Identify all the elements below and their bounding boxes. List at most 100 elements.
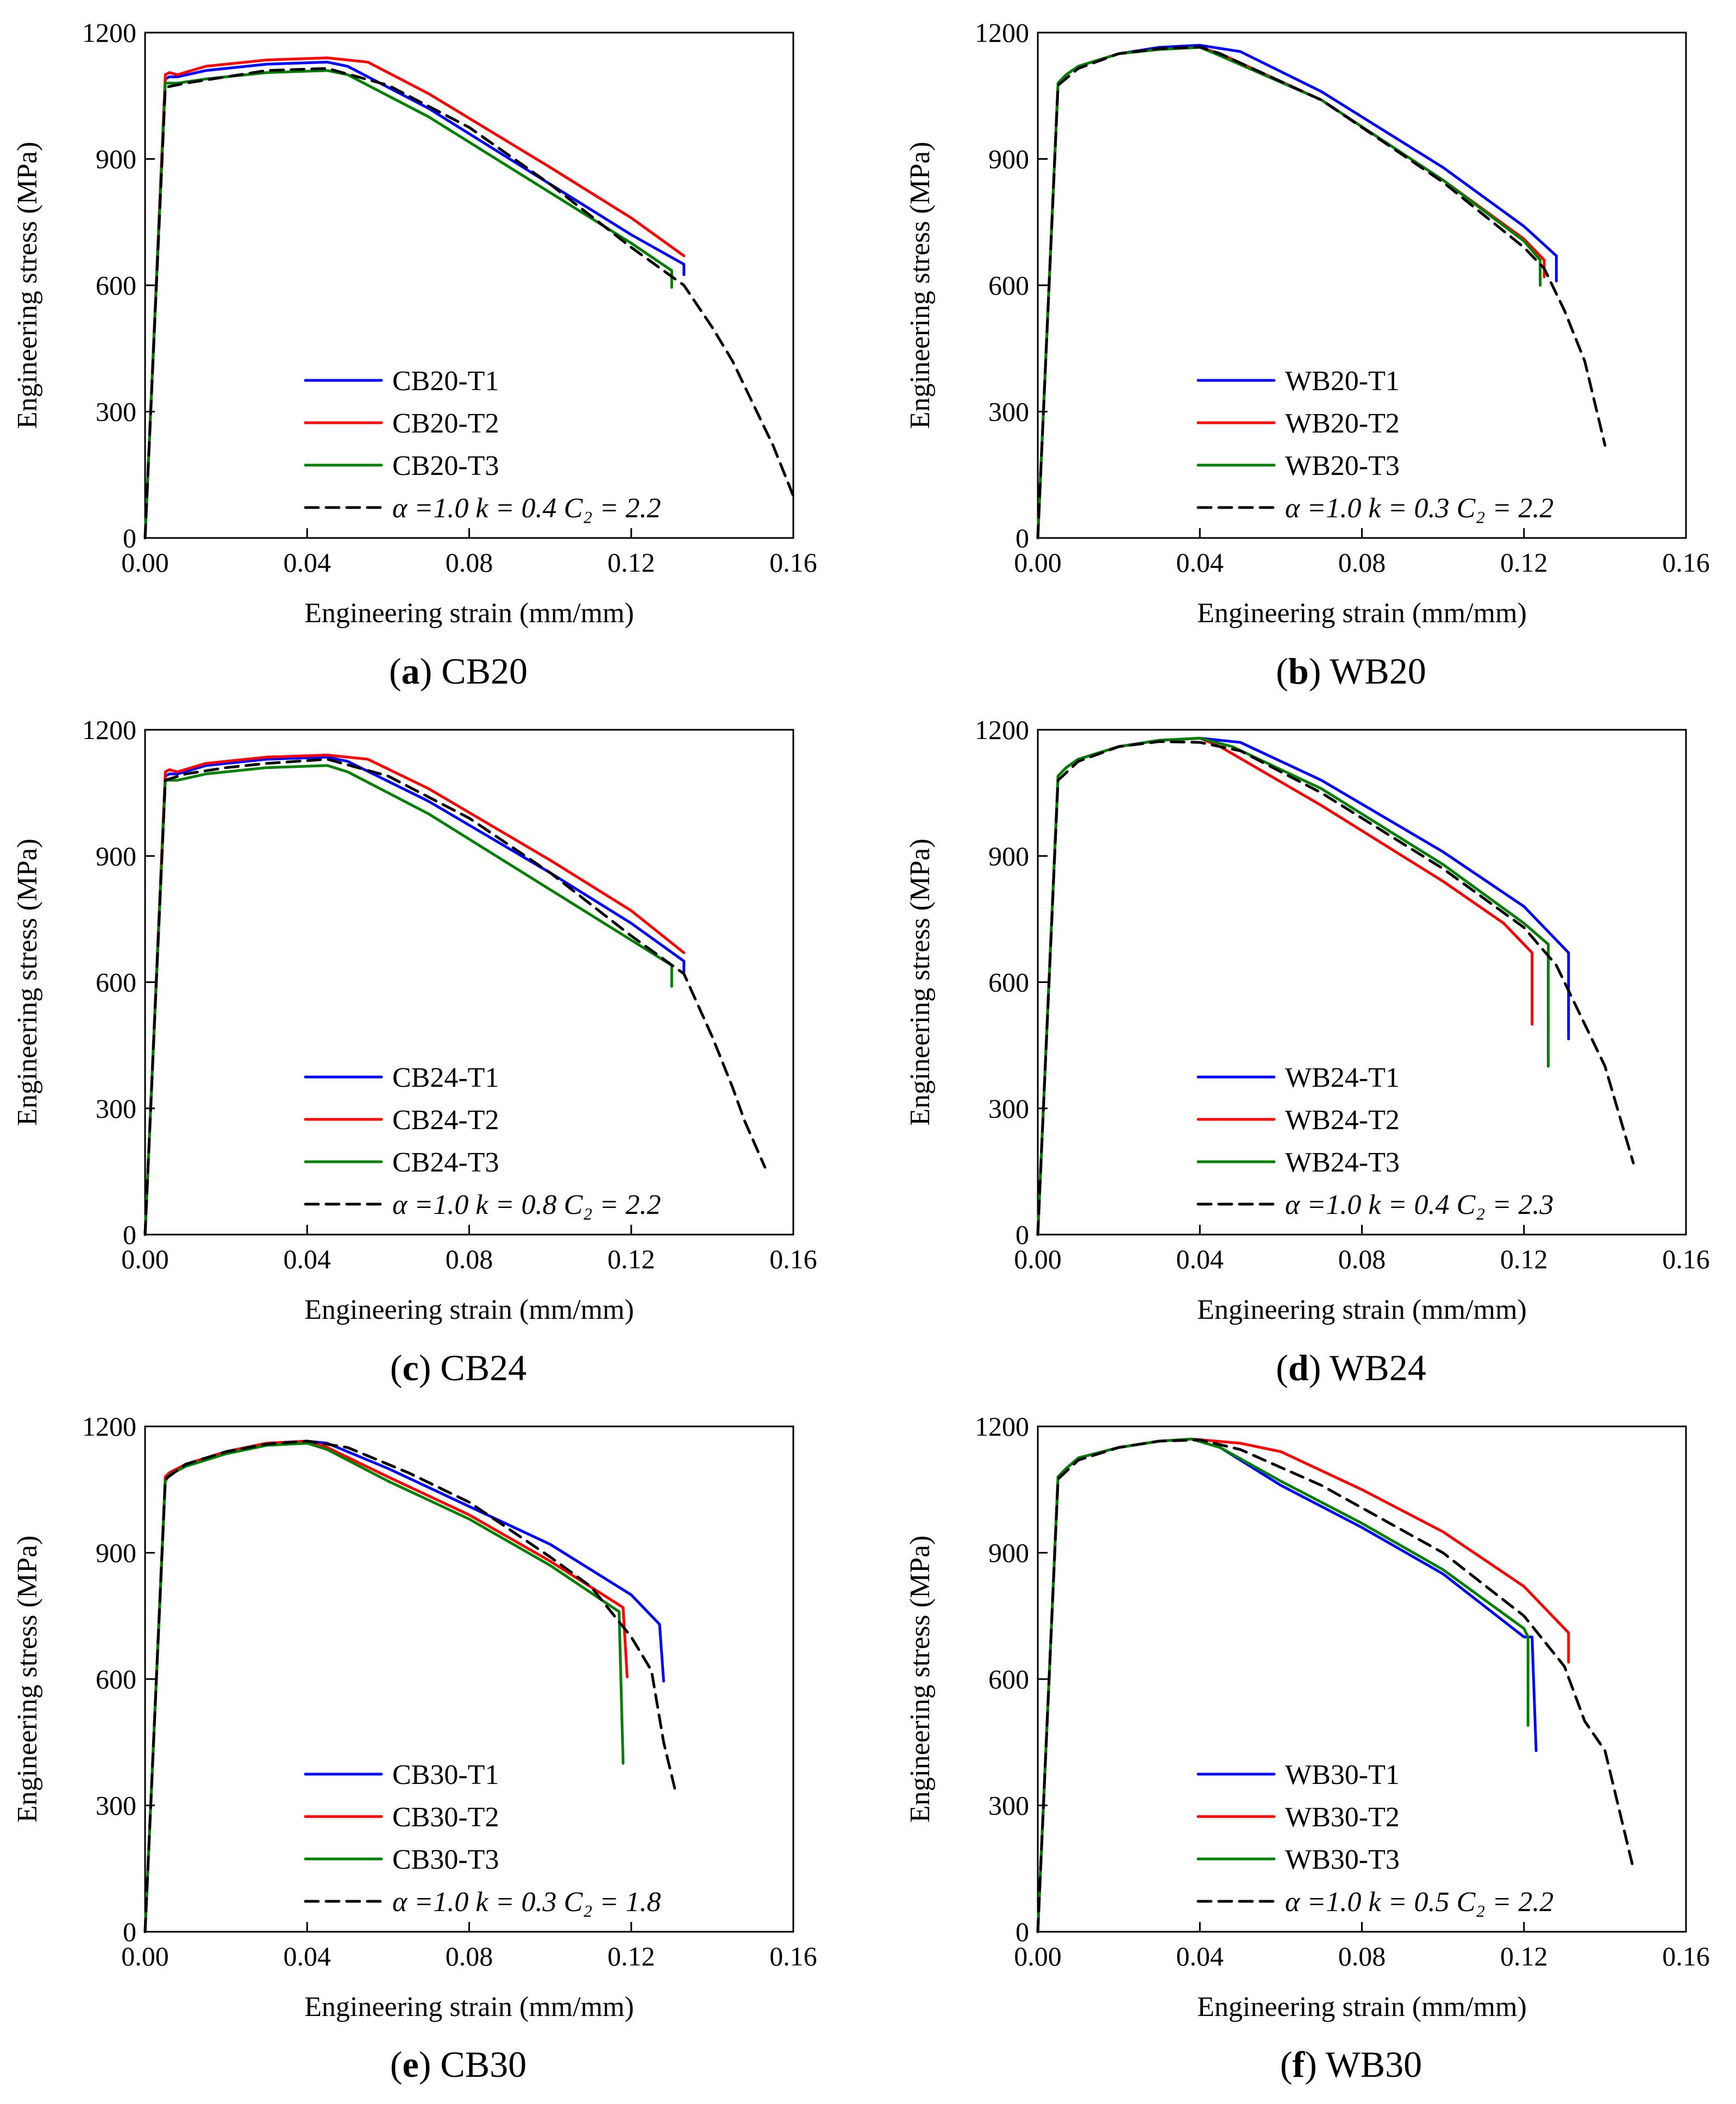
series-line-model xyxy=(143,1439,678,1933)
y-tick-label: 0 xyxy=(123,523,136,553)
caption-letter: c xyxy=(403,1347,419,1388)
legend-k: k = 0.5 xyxy=(1368,1887,1449,1918)
x-axis-title: Engineering strain (mm/mm) xyxy=(304,598,634,629)
x-tick-label: 0.00 xyxy=(1014,547,1062,578)
legend-c2: C₂ = 2.2 xyxy=(1457,493,1554,524)
series-line-model xyxy=(1036,45,1607,540)
y-tick-label: 1200 xyxy=(975,17,1029,48)
x-tick-label: 0.00 xyxy=(1014,1941,1062,1971)
y-tick-label: 0 xyxy=(123,1917,136,1947)
x-tick-label: 0.08 xyxy=(1338,1244,1386,1274)
legend-k: k = 0.3 xyxy=(1368,493,1449,524)
caption-name: WB24 xyxy=(1330,1347,1426,1388)
y-tick-label: 1200 xyxy=(82,1411,136,1442)
legend-model-label: α =1.0 k = 0.8 C₂ = 2.2 xyxy=(392,1189,661,1220)
series-line-model xyxy=(1036,1438,1635,1933)
y-tick-label: 600 xyxy=(988,270,1029,300)
legend-model-label: α =1.0 k = 0.4 C₂ = 2.3 xyxy=(1285,1189,1553,1220)
x-tick-label: 0.12 xyxy=(1500,547,1548,578)
x-tick-label: 0.04 xyxy=(284,1941,331,1971)
y-tick-label: 900 xyxy=(96,144,136,174)
series-line-cb30-t2 xyxy=(143,1439,629,1933)
y-axis-title: Engineering stress (MPa) xyxy=(905,1536,936,1823)
legend-alpha: α =1.0 xyxy=(392,493,468,524)
x-tick-label: 0.16 xyxy=(1662,1244,1710,1274)
y-axis-title: Engineering stress (MPa) xyxy=(905,142,936,429)
chart-panel-wb30: 0.00 0.04 0.08 0.12 0.16 0 300 600 900 1200 Engine… xyxy=(905,1411,1710,2085)
caption-name: WB30 xyxy=(1326,2044,1422,2085)
legend-label: WB20-T2 xyxy=(1285,408,1400,439)
panel-caption: (f) WB30 xyxy=(1280,2044,1422,2085)
legend-c2: C₂ = 2.3 xyxy=(1457,1189,1554,1220)
legend-label: WB24-T1 xyxy=(1285,1062,1400,1093)
x-axis-title: Engineering strain (mm/mm) xyxy=(1197,1992,1527,2022)
chart-panel-cb20: 0.00 0.04 0.08 0.12 0.16 0 300 600 900 1200 Engine… xyxy=(12,17,817,692)
caption-name: CB20 xyxy=(441,650,528,692)
legend: WB24-T1 WB24-T2 WB24-T3 α =1.0 k = 0.4 C₂ =… xyxy=(1196,1062,1553,1220)
legend-c2: C₂ = 2.2 xyxy=(564,1189,661,1220)
x-axis-title: Engineering strain (mm/mm) xyxy=(1197,1294,1527,1325)
y-tick-label: 900 xyxy=(988,841,1029,871)
x-tick-label: 0.12 xyxy=(607,547,655,578)
legend: CB24-T1 CB24-T2 CB24-T3 α =1.0 k = 0.8 C₂ =… xyxy=(304,1062,661,1220)
legend-label: CB20-T2 xyxy=(392,408,499,439)
x-tick-label: 0.08 xyxy=(446,1244,493,1274)
x-axis-title: Engineering strain (mm/mm) xyxy=(304,1294,634,1325)
y-tick-label: 300 xyxy=(96,1093,136,1124)
x-tick-label: 0.12 xyxy=(607,1244,655,1274)
series-line-model xyxy=(1036,740,1635,1236)
x-tick-label: 0.04 xyxy=(1176,1244,1224,1274)
legend-alpha: α =1.0 xyxy=(392,1887,468,1918)
legend-label: CB20-T1 xyxy=(392,366,499,397)
caption-letter: d xyxy=(1288,1347,1309,1388)
y-tick-label: 600 xyxy=(96,1664,136,1694)
caption-letter: b xyxy=(1288,650,1309,692)
x-tick-label: 0.00 xyxy=(121,1244,169,1274)
legend-label: CB30-T1 xyxy=(392,1759,499,1790)
series-line-wb24-t3 xyxy=(1036,737,1550,1236)
y-tick-label: 300 xyxy=(988,397,1029,427)
caption-name: CB24 xyxy=(440,1347,527,1388)
y-tick-label: 600 xyxy=(988,967,1029,998)
legend: CB30-T1 CB30-T2 CB30-T3 α =1.0 k = 0.3 C₂ =… xyxy=(304,1759,661,1918)
legend-c2: C₂ = 2.2 xyxy=(564,493,661,524)
panel-caption: (e) CB30 xyxy=(390,2044,527,2085)
y-tick-label: 900 xyxy=(988,144,1029,174)
y-tick-label: 900 xyxy=(96,841,136,871)
series-line-model xyxy=(143,67,795,540)
legend-label: WB24-T2 xyxy=(1285,1105,1400,1136)
x-axis-title: Engineering strain (mm/mm) xyxy=(304,1992,634,2022)
panel-caption: (b) WB20 xyxy=(1276,650,1426,692)
y-tick-label: 300 xyxy=(96,1790,136,1821)
caption-name: WB20 xyxy=(1330,650,1426,692)
y-tick-label: 900 xyxy=(96,1538,136,1568)
x-tick-label: 0.12 xyxy=(1500,1244,1548,1274)
legend-alpha: α =1.0 xyxy=(1285,1189,1361,1220)
y-tick-label: 0 xyxy=(1016,523,1029,553)
panel-caption: (c) CB24 xyxy=(390,1347,527,1388)
y-tick-label: 0 xyxy=(123,1219,136,1250)
y-axis-title: Engineering stress (MPa) xyxy=(12,142,43,429)
legend-label: WB20-T1 xyxy=(1285,366,1400,397)
legend-label: WB30-T1 xyxy=(1285,1759,1400,1790)
y-axis-title: Engineering stress (MPa) xyxy=(12,838,43,1126)
x-tick-label: 0.04 xyxy=(1176,547,1224,578)
x-tick-label: 0.08 xyxy=(1338,1941,1386,1971)
legend-c2: C₂ = 1.8 xyxy=(564,1887,661,1918)
y-tick-label: 600 xyxy=(96,270,136,300)
x-axis-title: Engineering strain (mm/mm) xyxy=(1197,598,1527,629)
legend-k: k = 0.3 xyxy=(475,1887,556,1918)
legend-model-label: α =1.0 k = 0.3 C₂ = 1.8 xyxy=(392,1887,661,1918)
y-tick-label: 0 xyxy=(1016,1917,1029,1947)
caption-letter: a xyxy=(402,650,420,692)
legend-k: k = 0.4 xyxy=(1368,1189,1449,1220)
legend-model-label: α =1.0 k = 0.4 C₂ = 2.2 xyxy=(392,493,661,524)
x-tick-label: 0.16 xyxy=(769,1941,817,1971)
y-tick-label: 900 xyxy=(988,1538,1029,1568)
legend-label: WB30-T3 xyxy=(1285,1844,1400,1875)
x-tick-label: 0.12 xyxy=(1500,1941,1548,1971)
series-line-cb24-t2 xyxy=(143,754,686,1236)
legend-label: CB30-T2 xyxy=(392,1802,499,1833)
y-axis-title: Engineering stress (MPa) xyxy=(905,838,936,1126)
legend-label: CB20-T3 xyxy=(392,450,499,481)
